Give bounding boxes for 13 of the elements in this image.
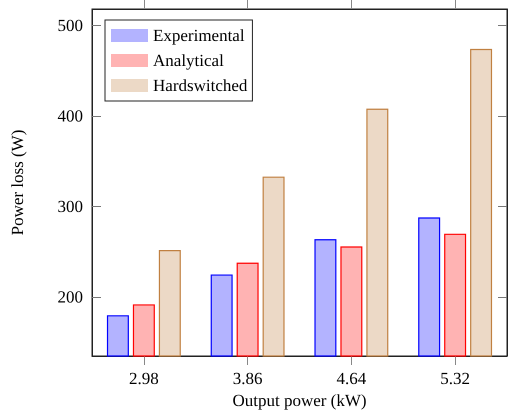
y-tick-label: 200	[58, 288, 83, 307]
x-tick-label: 5.32	[440, 369, 470, 388]
y-tick-label: 500	[58, 16, 83, 35]
y-tick-label: 400	[58, 106, 83, 126]
y-tick-label: 300	[58, 197, 83, 216]
y-axis-title: Power loss (W)	[8, 130, 27, 236]
x-tick-label: 2.98	[129, 369, 159, 388]
x-tick-label: 3.86	[232, 369, 262, 388]
legend-label: Analytical	[153, 51, 224, 70]
legend-label: Hardswitched	[153, 76, 248, 95]
legend-label: Experimental	[153, 26, 245, 45]
x-axis-title: Output power (kW)	[232, 391, 367, 410]
x-tick-label: 4.64	[336, 369, 367, 388]
